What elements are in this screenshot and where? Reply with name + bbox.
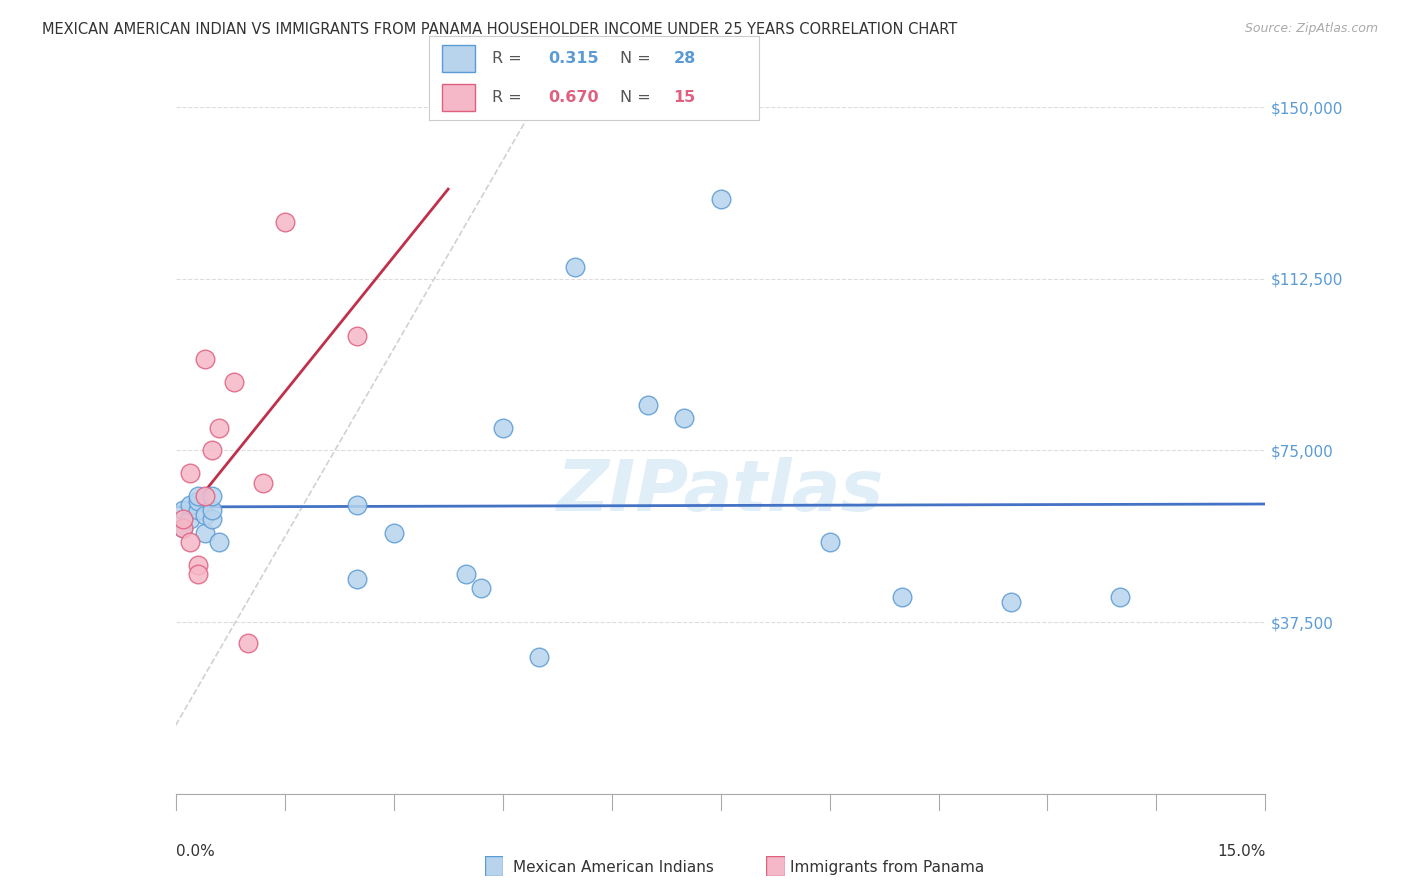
Point <box>186 503 209 517</box>
Point <box>201 503 224 517</box>
Text: Source: ZipAtlas.com: Source: ZipAtlas.com <box>1244 22 1378 36</box>
Point <box>710 192 733 206</box>
Point <box>1000 594 1022 608</box>
Point <box>222 375 245 389</box>
Point <box>1109 590 1132 604</box>
Point <box>238 636 260 650</box>
Point <box>492 420 515 434</box>
Point <box>274 214 297 228</box>
Point <box>194 489 217 503</box>
Text: MEXICAN AMERICAN INDIAN VS IMMIGRANTS FROM PANAMA HOUSEHOLDER INCOME UNDER 25 YE: MEXICAN AMERICAN INDIAN VS IMMIGRANTS FR… <box>42 22 957 37</box>
Text: N =: N = <box>620 51 657 66</box>
Bar <box>441 84 475 112</box>
Point <box>201 443 224 458</box>
Text: Immigrants from Panama: Immigrants from Panama <box>790 860 984 874</box>
Point <box>194 351 217 366</box>
Point <box>172 512 194 526</box>
Point <box>179 512 201 526</box>
Point <box>673 411 696 425</box>
Point <box>891 590 914 604</box>
Point <box>346 572 368 586</box>
Point <box>527 649 550 664</box>
Point <box>564 260 586 275</box>
Point <box>201 489 224 503</box>
Point <box>637 398 659 412</box>
Point <box>208 420 231 434</box>
Text: 15.0%: 15.0% <box>1218 844 1265 859</box>
Point <box>346 329 368 343</box>
Point <box>186 567 209 582</box>
Point <box>201 512 224 526</box>
Point <box>194 525 217 540</box>
Point <box>179 499 201 513</box>
Point <box>186 493 209 508</box>
Point <box>172 521 194 535</box>
Text: Mexican American Indians: Mexican American Indians <box>513 860 714 874</box>
Point <box>186 558 209 572</box>
Point <box>470 581 492 595</box>
Text: 15: 15 <box>673 90 696 105</box>
Text: N =: N = <box>620 90 657 105</box>
Text: R =: R = <box>492 90 526 105</box>
Bar <box>441 45 475 72</box>
Point <box>194 508 217 522</box>
Text: ZIPatlas: ZIPatlas <box>557 458 884 526</box>
Point <box>186 489 209 503</box>
Point <box>456 567 478 582</box>
Point <box>172 503 194 517</box>
Point <box>818 535 841 549</box>
Point <box>179 467 201 481</box>
Text: 0.670: 0.670 <box>548 90 599 105</box>
Text: 0.0%: 0.0% <box>176 844 215 859</box>
Point <box>179 535 201 549</box>
Point <box>208 535 231 549</box>
Point <box>172 521 194 535</box>
Text: 0.315: 0.315 <box>548 51 599 66</box>
Point <box>382 525 405 540</box>
Point <box>252 475 274 490</box>
Text: 28: 28 <box>673 51 696 66</box>
Point <box>346 499 368 513</box>
Text: R =: R = <box>492 51 526 66</box>
